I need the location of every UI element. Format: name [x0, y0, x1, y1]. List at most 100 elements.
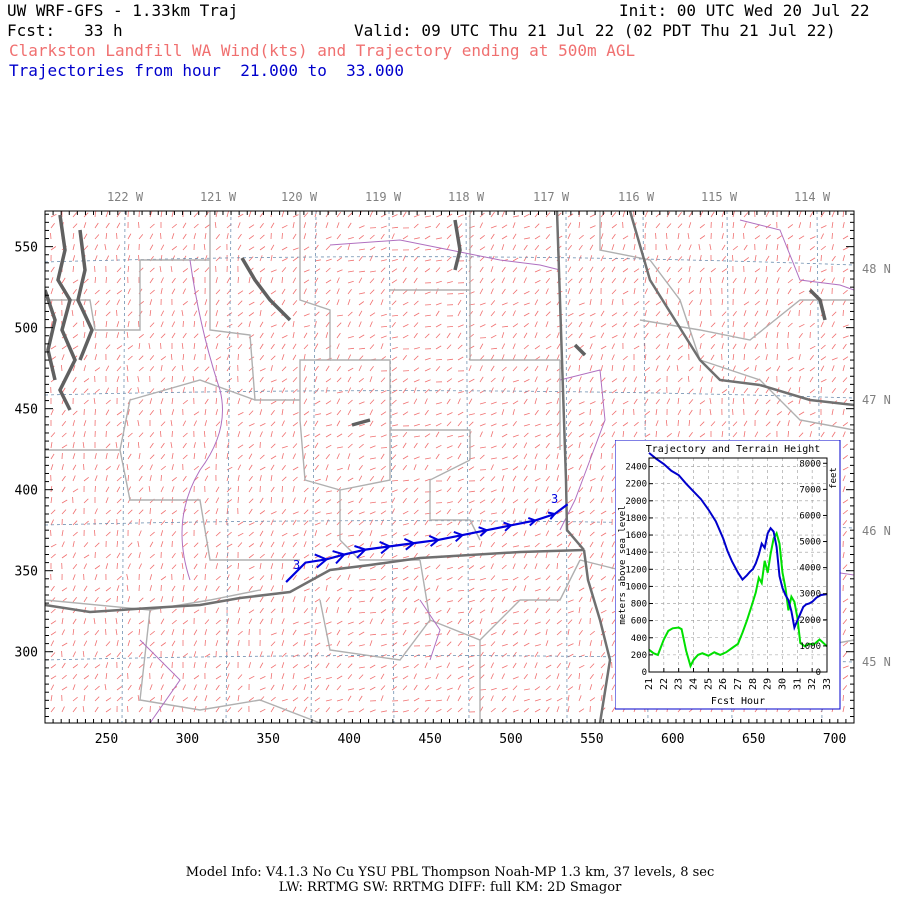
wind-barb	[93, 618, 96, 625]
wind-barb	[61, 642, 68, 647]
wind-barb	[281, 354, 285, 361]
wind-barb	[435, 280, 442, 284]
wind-barb	[523, 291, 530, 295]
wind-barb	[589, 376, 594, 383]
wind-barb	[204, 475, 209, 482]
wind-barb	[765, 234, 771, 240]
wind-barb	[116, 354, 121, 361]
wind-barb	[314, 365, 319, 372]
wind-barb	[633, 255, 637, 262]
wind-barb	[50, 664, 57, 669]
wind-barb	[402, 211, 407, 218]
wind-barb	[248, 423, 255, 427]
wind-barb	[303, 621, 310, 625]
wind-barb	[644, 222, 647, 229]
wind-barb	[424, 534, 431, 537]
wind-barb	[688, 409, 693, 416]
wind-barb	[512, 310, 516, 317]
wind-barb	[523, 366, 529, 372]
wind-barb	[479, 541, 483, 548]
wind-barb	[138, 552, 141, 559]
wind-barb	[50, 695, 53, 702]
wind-barb	[665, 244, 668, 251]
wind-barb	[457, 398, 461, 405]
wind-barb	[567, 213, 574, 218]
wind-barb	[325, 453, 331, 460]
wind-barb	[380, 587, 387, 592]
wind-barb	[589, 335, 596, 339]
wind-barb	[204, 695, 208, 702]
wind-barb	[83, 498, 89, 504]
wind-barb	[501, 409, 505, 416]
wind-barb	[369, 312, 376, 317]
wind-barb	[182, 442, 187, 449]
chart-y-tick-label: 400	[631, 634, 647, 644]
wind-barb	[171, 332, 176, 339]
wind-barb	[413, 435, 420, 438]
wind-barb	[127, 640, 131, 647]
wind-barb	[380, 633, 387, 636]
wind-barb	[259, 553, 265, 559]
wind-barb	[182, 629, 185, 636]
wind-barb	[545, 698, 552, 702]
wind-barb	[413, 552, 418, 559]
wind-barb	[270, 269, 277, 273]
wind-barb	[226, 564, 232, 570]
wind-barb	[193, 629, 198, 636]
wind-barb	[160, 321, 164, 328]
wind-barb	[402, 629, 407, 636]
wind-barb	[424, 457, 431, 460]
wind-barb	[512, 631, 519, 636]
wind-barb	[644, 354, 647, 361]
wind-barb	[347, 574, 351, 581]
wind-barb	[193, 333, 199, 339]
wind-barb	[721, 343, 724, 350]
wind-barb	[369, 289, 375, 295]
init-time: Init: 00 UTC Wed 20 Jul 22	[619, 1, 870, 20]
wind-barb	[765, 354, 768, 361]
x-tick-label: 650	[742, 732, 765, 747]
wind-barb	[490, 300, 496, 306]
wind-barb	[171, 651, 174, 658]
wind-barb	[512, 289, 518, 295]
wind-barb	[50, 288, 54, 295]
wind-barb	[116, 595, 118, 603]
wind-barb	[237, 431, 241, 438]
wind-barb	[534, 223, 540, 229]
wind-barb	[303, 434, 310, 438]
wind-barb	[534, 280, 541, 284]
wind-barb	[281, 387, 286, 394]
wind-barb	[567, 354, 571, 361]
wind-barb	[545, 311, 551, 317]
wind-barb	[677, 267, 683, 273]
wind-barb	[82, 650, 85, 658]
wind-barb	[369, 675, 376, 680]
wind-barb	[413, 223, 419, 229]
wind-barb	[787, 301, 794, 306]
wind-barb	[457, 391, 464, 394]
wind-barb	[181, 343, 184, 350]
wind-barb	[732, 211, 735, 218]
wind-barb	[126, 420, 129, 427]
wind-barb	[259, 497, 264, 504]
wind-barb	[281, 652, 287, 658]
wind-barb	[820, 379, 827, 383]
wind-barb	[501, 302, 508, 306]
wind-barb	[369, 334, 376, 339]
wind-barb	[468, 686, 475, 691]
wind-barb	[501, 643, 508, 647]
wind-barb	[127, 630, 133, 636]
wind-barb	[138, 597, 144, 603]
wind-barb	[776, 235, 783, 240]
wind-barb	[787, 430, 789, 438]
wind-barb	[446, 587, 453, 592]
wind-barb	[105, 486, 110, 493]
wind-barb	[182, 596, 185, 603]
wind-barb	[292, 563, 297, 570]
wind-barb	[534, 651, 539, 658]
wind-barb	[501, 687, 508, 691]
wind-barb	[347, 270, 354, 273]
wind-barb	[226, 409, 229, 416]
wind-barb	[325, 300, 331, 306]
wind-barb	[831, 431, 836, 438]
